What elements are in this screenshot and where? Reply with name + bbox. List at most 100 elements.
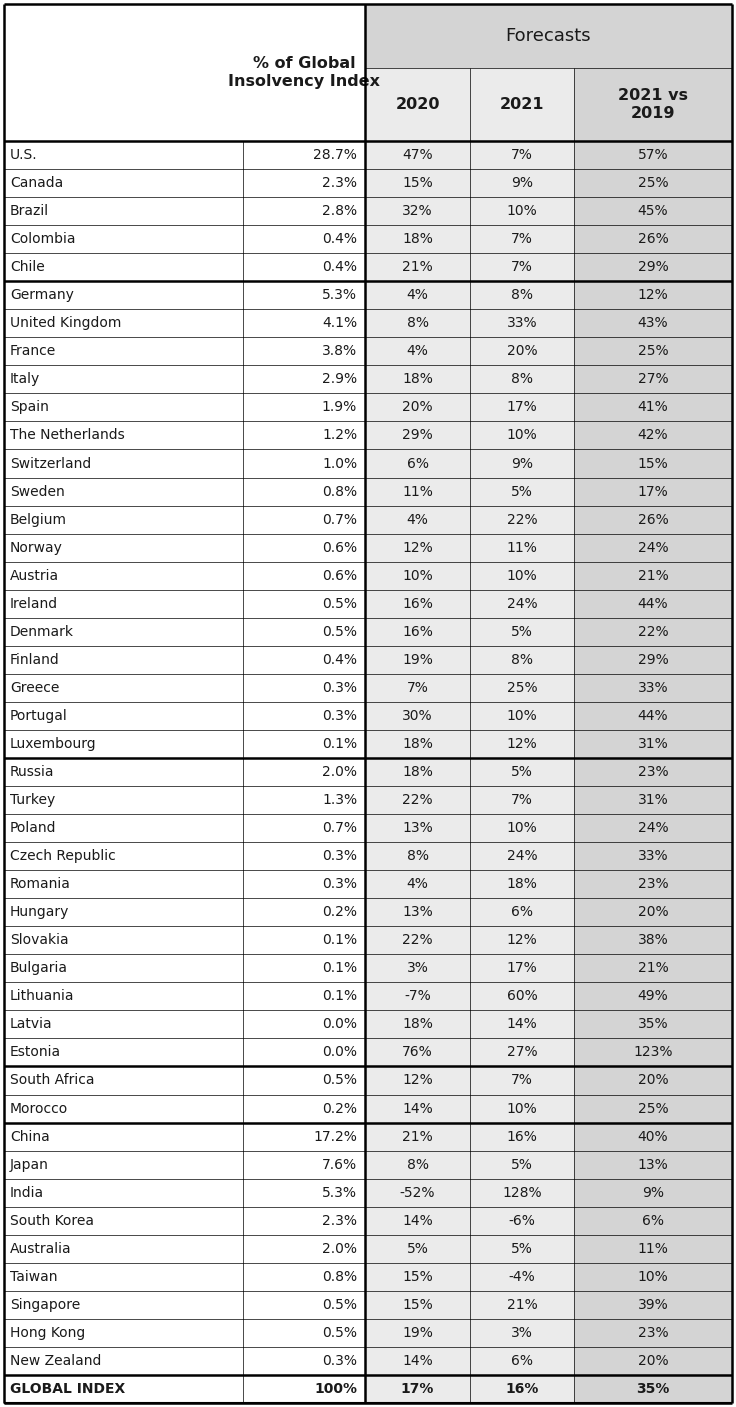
Text: 11%: 11% [506, 540, 537, 554]
Bar [470, 310, 574, 338]
Bar [243, 590, 365, 618]
Text: 20%: 20% [637, 1354, 668, 1368]
Bar [4, 169, 243, 197]
Text: Austria: Austria [10, 568, 59, 582]
Bar [243, 422, 365, 449]
Text: 26%: 26% [637, 512, 668, 526]
Bar [574, 366, 732, 394]
Bar [4, 310, 243, 338]
Bar [243, 758, 365, 787]
Text: India: India [10, 1186, 44, 1200]
Text: 0.3%: 0.3% [322, 877, 357, 891]
Text: 4%: 4% [406, 877, 428, 891]
Text: 39%: 39% [637, 1297, 668, 1311]
Bar [574, 1235, 732, 1262]
Bar [365, 1151, 470, 1179]
Bar [4, 533, 243, 561]
Text: 0.4%: 0.4% [322, 653, 357, 667]
Bar [4, 1290, 243, 1318]
Text: Czech Republic: Czech Republic [10, 850, 116, 862]
Text: New Zealand: New Zealand [10, 1354, 102, 1368]
Text: 7%: 7% [511, 260, 533, 274]
Bar [243, 561, 365, 590]
Bar [470, 926, 574, 954]
Bar [574, 225, 732, 253]
Bar [365, 758, 470, 787]
Bar [574, 1375, 732, 1403]
Bar [574, 618, 732, 646]
Text: 0.4%: 0.4% [322, 260, 357, 274]
Text: Singapore: Singapore [10, 1297, 80, 1311]
Bar [574, 1095, 732, 1123]
Bar [470, 281, 574, 310]
Text: 27%: 27% [637, 373, 668, 387]
Bar [470, 982, 574, 1010]
Bar [574, 1179, 732, 1207]
Bar [243, 982, 365, 1010]
Text: 24%: 24% [506, 597, 537, 611]
Text: 22%: 22% [506, 512, 537, 526]
Bar [365, 702, 470, 730]
Text: 0.5%: 0.5% [322, 1297, 357, 1311]
Bar [470, 1010, 574, 1038]
Bar [365, 618, 470, 646]
Text: Estonia: Estonia [10, 1045, 61, 1059]
Text: 25%: 25% [637, 176, 668, 190]
Text: 128%: 128% [502, 1186, 542, 1200]
Text: 27%: 27% [506, 1045, 537, 1059]
Text: 6%: 6% [511, 905, 533, 919]
Text: 10%: 10% [637, 1269, 668, 1283]
Text: 22%: 22% [637, 625, 668, 639]
Bar [470, 561, 574, 590]
Text: -52%: -52% [400, 1186, 435, 1200]
Bar [4, 1235, 243, 1262]
Bar [365, 1123, 470, 1151]
Text: 0.2%: 0.2% [322, 1102, 357, 1116]
Bar [243, 1346, 365, 1375]
Text: 10%: 10% [506, 822, 537, 836]
Text: 0.0%: 0.0% [322, 1017, 357, 1031]
Text: 16%: 16% [506, 1130, 537, 1144]
Bar [365, 1318, 470, 1346]
Text: 17%: 17% [637, 484, 668, 498]
Bar [243, 1207, 365, 1235]
Bar [365, 169, 470, 197]
Bar [243, 815, 365, 843]
Text: China: China [10, 1130, 50, 1144]
Text: 18%: 18% [402, 737, 433, 751]
Text: 6%: 6% [642, 1214, 664, 1228]
Text: 0.5%: 0.5% [322, 597, 357, 611]
Bar [470, 1346, 574, 1375]
Bar [574, 646, 732, 674]
Bar [574, 730, 732, 758]
Bar [365, 982, 470, 1010]
Bar [365, 1038, 470, 1067]
Text: 33%: 33% [637, 681, 668, 695]
Text: 19%: 19% [402, 653, 433, 667]
Text: 10%: 10% [402, 568, 433, 582]
Text: 0.2%: 0.2% [322, 905, 357, 919]
Bar [470, 1375, 574, 1403]
Text: 12%: 12% [402, 540, 433, 554]
Text: 5%: 5% [511, 484, 533, 498]
Bar [470, 449, 574, 477]
Bar [470, 505, 574, 533]
Text: South Africa: South Africa [10, 1074, 94, 1088]
Bar [4, 1207, 243, 1235]
Bar [470, 787, 574, 815]
Text: 9%: 9% [511, 456, 533, 470]
Text: 8%: 8% [406, 317, 428, 331]
Text: % of Global
Insolvency Index: % of Global Insolvency Index [228, 56, 380, 89]
Bar [4, 394, 243, 422]
Bar [365, 1179, 470, 1207]
Text: 18%: 18% [402, 765, 433, 779]
Text: Luxembourg: Luxembourg [10, 737, 96, 751]
Bar [4, 954, 243, 982]
Text: South Korea: South Korea [10, 1214, 94, 1228]
Text: 0.3%: 0.3% [322, 850, 357, 862]
Bar [365, 338, 470, 366]
Bar [243, 1179, 365, 1207]
Bar [574, 141, 732, 169]
Bar [243, 281, 365, 310]
Text: 0.5%: 0.5% [322, 1325, 357, 1339]
